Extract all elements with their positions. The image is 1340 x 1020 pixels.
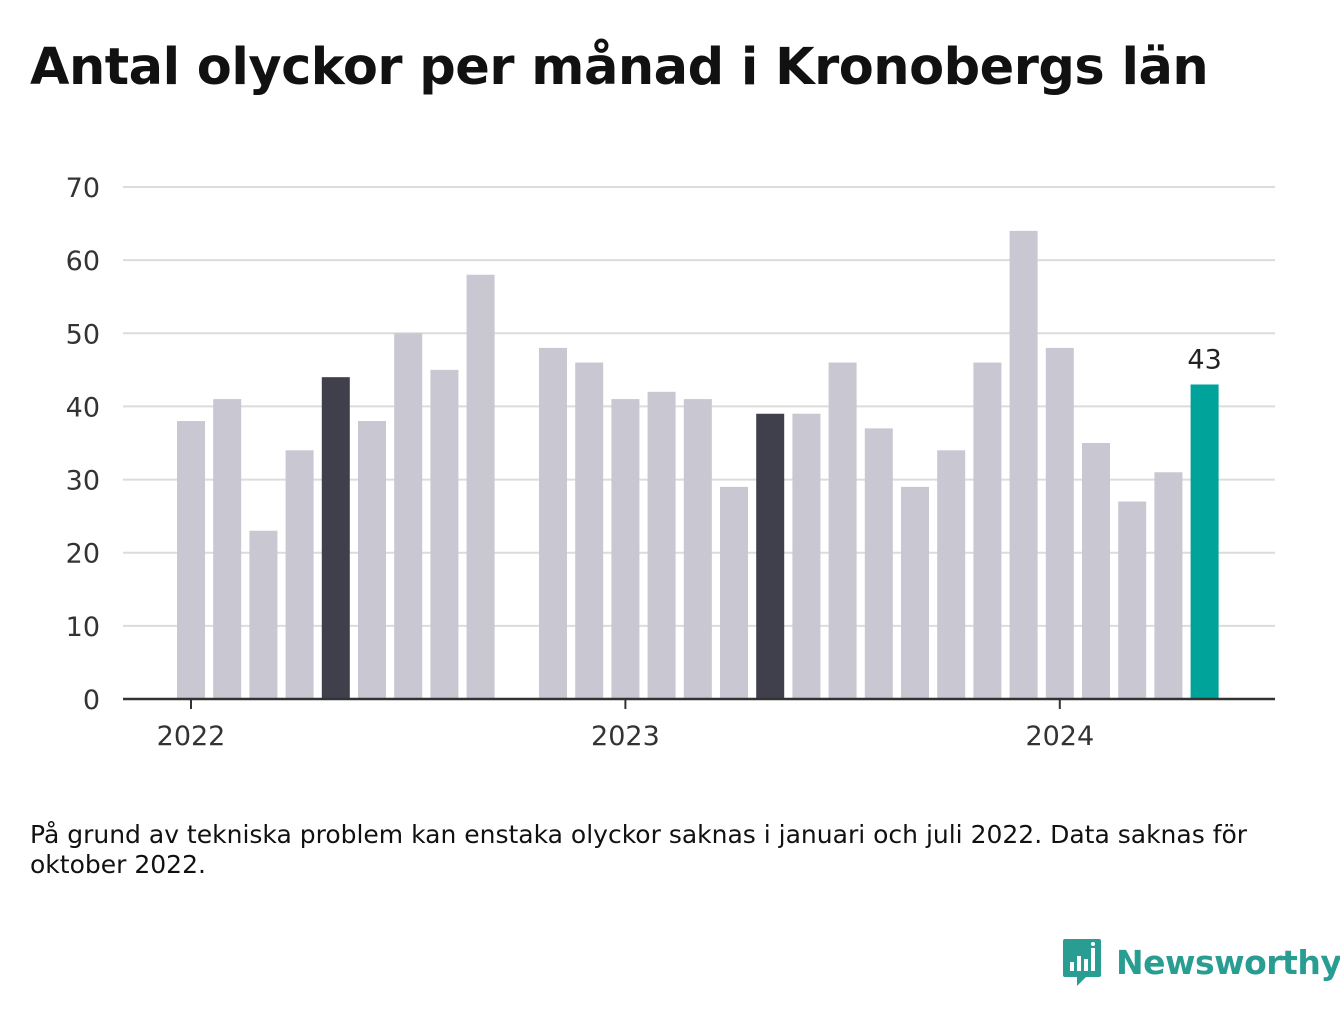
x-tick-label: 2023 <box>591 721 660 752</box>
bar-2023-07 <box>828 362 857 699</box>
bar-2023-10 <box>937 450 966 699</box>
labels: 0 10 20 30 40 50 60 70 2022 2023 2024 43 <box>66 173 1222 752</box>
y-tick-label: 70 <box>66 173 100 204</box>
chart-title: Antal olyckor per månad i Kronobergs län <box>30 38 1209 97</box>
bar-2024-02 <box>1082 443 1110 699</box>
bar-2024-04 <box>1154 472 1183 699</box>
y-tick-label: 10 <box>66 612 100 643</box>
bar-2022-06 <box>358 421 386 699</box>
bar-2024-05 <box>1190 384 1219 699</box>
bar-2023-04 <box>720 486 748 699</box>
bar-2022-02 <box>213 399 242 699</box>
axes <box>123 697 1275 709</box>
x-tick-label: 2024 <box>1025 721 1094 752</box>
brand-logo: Newsworthy <box>1062 938 1340 986</box>
y-tick-label: 0 <box>83 685 100 716</box>
bar-2022-09 <box>466 274 495 699</box>
bar-2023-06 <box>792 413 821 699</box>
bar-2024-03 <box>1118 501 1147 699</box>
brand-name: Newsworthy <box>1116 942 1340 982</box>
bar-2024-01 <box>1045 347 1074 699</box>
y-tick-label: 30 <box>66 466 100 497</box>
y-tick-label: 20 <box>66 539 100 570</box>
y-tick-label: 50 <box>66 319 100 350</box>
bar-2022-07 <box>394 333 423 699</box>
bar-2022-01 <box>177 421 205 699</box>
footnote: På grund av tekniska problem kan enstaka… <box>30 820 1248 879</box>
bar-2023-01 <box>611 399 640 699</box>
bar-2023-09 <box>901 486 929 699</box>
y-tick-label: 40 <box>66 392 100 423</box>
bar-chart-speech-bubble-icon <box>1063 939 1101 986</box>
bar-2022-08 <box>430 369 459 699</box>
x-tick-label: 2022 <box>157 721 226 752</box>
bar-chart: 0 10 20 30 40 50 60 70 2022 2023 2024 43 <box>66 173 1275 752</box>
bar-2022-04 <box>285 450 314 699</box>
bar-2023-08 <box>864 428 893 699</box>
y-tick-label: 60 <box>66 246 100 277</box>
bar-2023-05 <box>756 413 785 699</box>
bar-2023-03 <box>683 399 712 699</box>
bar-2023-02 <box>647 391 676 699</box>
bar-2022-12 <box>575 362 604 699</box>
bar-2023-12 <box>1009 230 1038 699</box>
data-label: 43 <box>1187 344 1221 375</box>
bar-2023-11 <box>973 362 1002 699</box>
bar-2022-11 <box>539 347 567 699</box>
bar-2022-05 <box>321 377 350 699</box>
bar-2022-03 <box>249 530 278 699</box>
bars <box>177 230 1219 699</box>
